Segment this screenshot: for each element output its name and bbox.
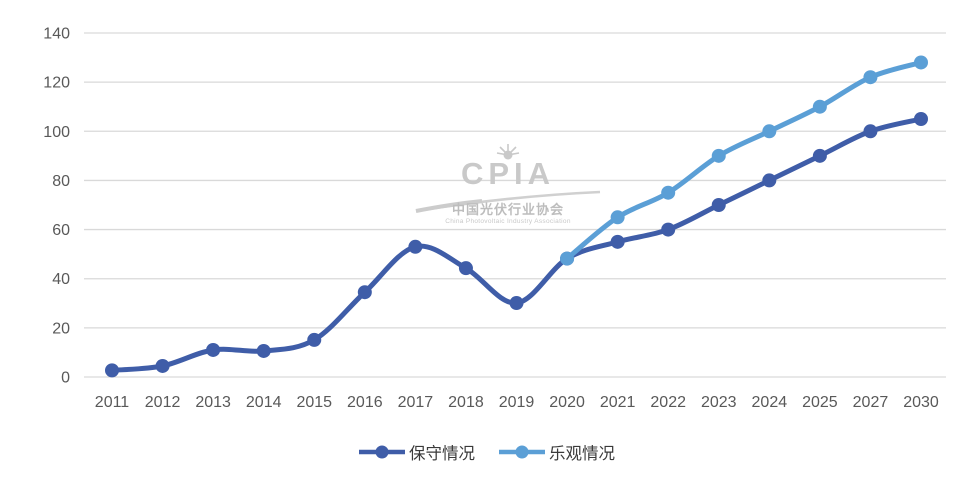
y-axis-tick-label: 60 [52, 222, 70, 239]
legend-item-1: 乐观情况 [499, 440, 615, 464]
data-point-marker [256, 343, 271, 358]
x-axis-tick-label: 2025 [802, 394, 838, 411]
y-axis-tick-label: 120 [43, 75, 70, 92]
y-axis-tick-label: 20 [52, 320, 70, 337]
y-axis-tick-label: 140 [43, 26, 70, 43]
data-point-marker [610, 210, 625, 225]
y-axis-tick-label: 100 [43, 124, 70, 141]
x-axis-tick-label: 2011 [95, 394, 130, 411]
data-point-marker [762, 124, 777, 139]
data-point-marker [863, 124, 878, 139]
x-axis-tick-label: 2012 [145, 394, 181, 411]
data-point-marker [509, 296, 524, 311]
legend-item-0: 保守情况 [359, 440, 475, 464]
x-axis-tick-label: 2024 [752, 394, 788, 411]
data-point-marker [610, 234, 625, 249]
data-point-marker [458, 261, 473, 276]
data-point-marker [307, 332, 322, 347]
data-point-marker [206, 342, 221, 357]
data-point-marker [357, 285, 372, 300]
legend-label: 乐观情况 [549, 445, 615, 463]
data-point-marker [408, 239, 423, 254]
y-axis-tick-label: 0 [61, 370, 70, 387]
data-point-marker [812, 99, 827, 114]
x-axis-tick-label: 2022 [650, 394, 686, 411]
x-axis-tick-label: 2017 [398, 394, 434, 411]
data-point-marker [711, 198, 726, 212]
legend-label: 保守情况 [409, 445, 475, 463]
x-axis-tick-label: 2016 [347, 394, 383, 411]
y-axis-tick-label: 40 [52, 271, 70, 288]
data-point-marker [914, 55, 928, 70]
data-point-marker [812, 148, 827, 163]
legend-swatch-icon [499, 445, 545, 459]
data-point-marker [762, 173, 777, 188]
x-axis-tick-label: 2013 [195, 394, 231, 411]
x-axis-tick-label: 2015 [296, 394, 332, 411]
y-axis-tick-label: 80 [52, 173, 70, 190]
series-line-0 [109, 116, 924, 373]
x-axis-tick-label: 2020 [549, 394, 585, 411]
data-point-marker [863, 70, 878, 85]
data-point-marker [105, 363, 119, 378]
legend-swatch-icon [359, 445, 405, 459]
data-point-marker [661, 222, 676, 237]
data-point-marker [711, 148, 726, 163]
x-axis-tick-label: 2021 [600, 394, 636, 411]
x-axis-tick-label: 2030 [903, 394, 939, 411]
x-axis-tick-label: 2019 [499, 394, 535, 411]
data-point-marker [560, 251, 575, 266]
chart-legend: 保守情况 乐观情况 [0, 438, 974, 466]
x-axis-tick-label: 2027 [853, 394, 889, 411]
x-axis-tick-label: 2023 [701, 394, 737, 411]
x-axis-tick-label: 2014 [246, 394, 282, 411]
x-axis-tick-label: 2018 [448, 394, 484, 411]
data-point-marker [155, 358, 170, 373]
data-point-marker [661, 185, 676, 200]
data-point-marker [914, 112, 928, 126]
